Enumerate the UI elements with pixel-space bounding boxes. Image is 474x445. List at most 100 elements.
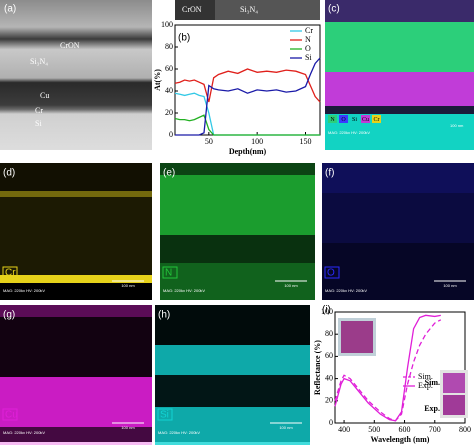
scale-bar: 100 nm xyxy=(121,283,135,288)
layer-label: Si xyxy=(35,119,42,128)
eds-band xyxy=(0,197,152,275)
x-tick-label: 700 xyxy=(429,425,441,434)
plot-frame xyxy=(174,24,321,136)
legend-label: Cr xyxy=(374,117,380,123)
element-tag xyxy=(2,408,18,421)
x-axis-label: Wavelength (nm) xyxy=(371,435,430,444)
info: MAG: 220kx HV: 200kV xyxy=(158,430,200,435)
element-label: Cr xyxy=(5,268,16,279)
panel-label: (d) xyxy=(3,168,15,179)
swatch-label: Exp. xyxy=(424,404,440,413)
x-tick-label: 100 xyxy=(251,137,263,146)
panel-label: (f) xyxy=(325,168,334,179)
legend-label: Cr xyxy=(305,26,313,35)
element-tag xyxy=(324,266,340,279)
panel-label: (e) xyxy=(163,168,175,179)
x-tick-label: 800 xyxy=(459,425,471,434)
eds-band xyxy=(0,191,152,197)
info: MAG: 220kx HV: 200kV xyxy=(3,430,45,435)
legend-label: N xyxy=(330,117,335,123)
info: MAG: 220kx HV: 200kV xyxy=(325,288,367,293)
y-tick-label: 80 xyxy=(325,329,333,338)
x-tick-label: 400 xyxy=(338,425,350,434)
legend-label: Cu xyxy=(362,117,369,123)
x-tick-label: 600 xyxy=(399,425,411,434)
legend-label: O xyxy=(305,44,311,53)
layer-label: Si₃N₄ xyxy=(30,57,48,66)
panel-label: (i) xyxy=(322,305,331,316)
element-label: Cu xyxy=(5,410,18,421)
eds-band xyxy=(322,163,474,193)
element-tag xyxy=(162,266,178,279)
scale-bar: 100 nm xyxy=(121,425,135,430)
x-tick-label: 50 xyxy=(205,137,213,146)
legend-swatch xyxy=(339,115,348,123)
y-axis-label: Reflectance (%) xyxy=(313,340,322,395)
eds-band xyxy=(322,193,474,243)
y-tick-label: 20 xyxy=(325,396,333,405)
element-label: N xyxy=(165,268,172,279)
swatch xyxy=(443,395,465,415)
info: MAG: 220kx HV: 200kV xyxy=(328,130,370,135)
eds-band xyxy=(160,175,315,235)
element-tag xyxy=(2,266,18,279)
eds-band xyxy=(322,243,474,300)
eds-band xyxy=(0,427,152,445)
eds-band xyxy=(0,275,152,283)
line xyxy=(174,68,321,103)
y-tick-label: 100 xyxy=(321,307,333,316)
panel-label: (c) xyxy=(328,4,340,15)
scale-bar: 100 nm xyxy=(284,283,298,288)
y-tick-label: 60 xyxy=(165,64,173,73)
eds-map xyxy=(325,106,474,114)
y-axis-label: At(%) xyxy=(153,69,162,91)
scale-bar: 100 nm xyxy=(279,425,293,430)
layer-label: Si₃N₄ xyxy=(240,5,258,14)
legend-label: Exp. xyxy=(418,381,433,390)
layer-label: Cu xyxy=(40,91,49,100)
y-tick-label: 100 xyxy=(161,20,173,29)
panel-label: (a) xyxy=(4,4,16,15)
strip-image xyxy=(175,0,215,20)
eds-band xyxy=(0,305,152,317)
legend-label: Si xyxy=(305,53,312,62)
eds-band xyxy=(0,317,152,377)
x-tick-label: 150 xyxy=(300,137,312,146)
legend-swatch xyxy=(372,115,381,123)
info: MAG: 220kx HV: 200kV xyxy=(3,288,45,293)
panel-label: (g) xyxy=(3,310,15,321)
y-tick-label: 40 xyxy=(325,373,333,382)
legend-label: Si xyxy=(352,117,357,123)
eds-band xyxy=(155,345,310,375)
eds-band xyxy=(160,163,315,175)
y-tick-label: 0 xyxy=(169,130,173,139)
swatch-label: Sim. xyxy=(425,378,440,387)
swatch xyxy=(443,373,465,393)
info: MAG: 220kx HV: 200kV xyxy=(163,288,205,293)
line xyxy=(334,314,441,422)
legend-label: Sim. xyxy=(418,372,433,381)
element-tag xyxy=(157,408,173,421)
eds-band xyxy=(155,407,310,445)
legend-label: O xyxy=(341,117,346,123)
panel-label: (b) xyxy=(178,33,190,44)
layer-label: CrON xyxy=(182,5,202,14)
eds-map xyxy=(325,22,474,72)
tem-image xyxy=(0,0,152,150)
line xyxy=(175,57,321,136)
scale-bar: 100 nm xyxy=(450,123,464,128)
y-tick-label: 20 xyxy=(165,108,173,117)
scale-bar: 100 nm xyxy=(443,283,457,288)
x-tick-label: 500 xyxy=(368,425,380,434)
line xyxy=(174,114,320,136)
eds-band xyxy=(155,375,310,407)
layer-label: Cr xyxy=(35,106,43,115)
panel-c: (c) MAG: 220kx HV: 200kV 100 nm xyxy=(325,0,474,150)
legend-swatch xyxy=(350,115,359,123)
element-label: O xyxy=(327,268,335,279)
eds-map xyxy=(322,163,474,300)
eds-band xyxy=(0,163,152,191)
eds-band xyxy=(155,305,310,345)
y-tick-label: 0 xyxy=(329,418,333,427)
